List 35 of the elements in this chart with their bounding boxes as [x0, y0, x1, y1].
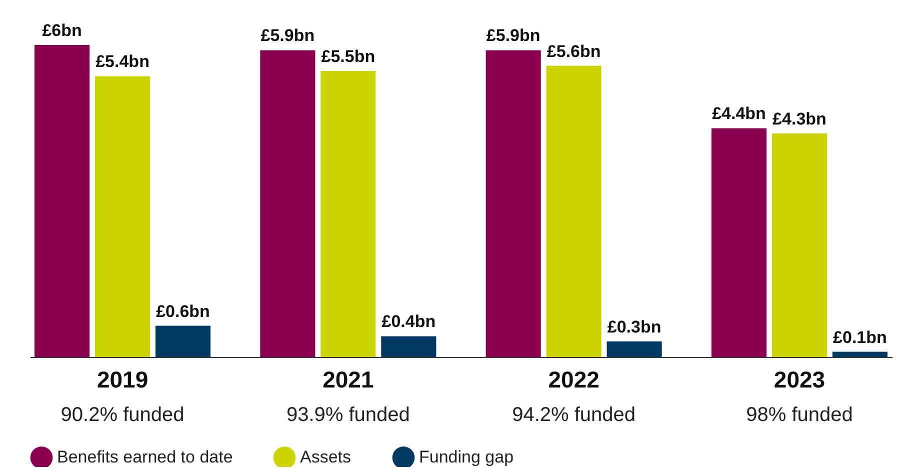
bar	[95, 76, 150, 357]
data-label: £4.4bn	[712, 104, 766, 124]
bar	[34, 45, 90, 357]
bar	[486, 50, 541, 357]
bar	[155, 326, 211, 357]
x-tick-label: 2023	[774, 366, 826, 392]
bar	[711, 128, 767, 357]
x-tick-label: 2021	[322, 366, 374, 392]
legend-label: Benefits earned to date	[57, 448, 233, 467]
data-label: £5.6bn	[546, 42, 601, 61]
text: 98% funded	[746, 404, 853, 426]
legend-label: Funding gap	[419, 448, 514, 467]
text: 94.2% funded	[512, 404, 636, 426]
bar	[772, 133, 827, 357]
bar	[546, 66, 602, 357]
data-label: £5.9bn	[486, 26, 540, 46]
bar	[381, 336, 436, 357]
data-label: £0.4bn	[382, 312, 436, 332]
data-label: £4.3bn	[772, 109, 826, 128]
data-label: £6bn	[42, 21, 82, 40]
bar	[260, 50, 316, 357]
text: 90.2% funded	[60, 404, 184, 426]
legend-label: Assets	[300, 448, 352, 467]
data-label: £0.6bn	[156, 302, 210, 321]
text: 93.9% funded	[286, 404, 410, 426]
bar	[320, 71, 376, 357]
data-label: £5.4bn	[96, 52, 150, 72]
data-label: £0.3bn	[607, 317, 662, 336]
data-label: £0.1bn	[833, 328, 887, 347]
bar	[606, 341, 662, 357]
bar	[832, 352, 888, 357]
x-tick-label: 2019	[96, 366, 148, 392]
data-label: £5.9bn	[260, 26, 315, 46]
data-label: £5.5bn	[321, 47, 376, 66]
x-tick-label: 2022	[548, 366, 600, 392]
